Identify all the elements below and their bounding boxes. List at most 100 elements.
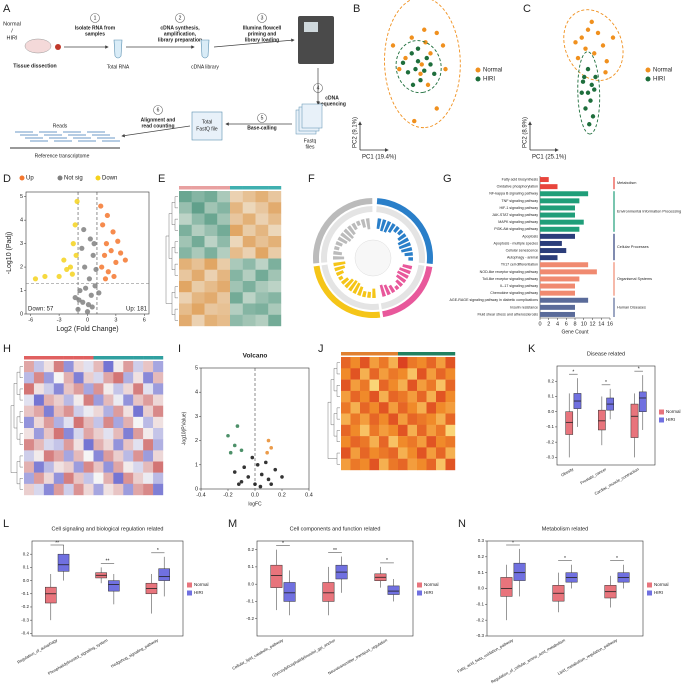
heatmap-cell bbox=[83, 472, 94, 485]
heatmap-cell bbox=[350, 357, 361, 369]
y-tick-label: -0.1 bbox=[246, 599, 254, 604]
heatmap-cell bbox=[350, 402, 361, 414]
heatmap-cell bbox=[83, 372, 94, 384]
ring-bar bbox=[361, 290, 367, 298]
category-label: Toll-like receptor signaling pathway bbox=[482, 277, 538, 281]
x-tick-label: -0.4 bbox=[196, 492, 205, 498]
category-ring bbox=[382, 266, 433, 318]
heatmap-cell bbox=[133, 416, 144, 429]
category-label: JAK-STAT signaling pathway bbox=[492, 213, 538, 217]
heatmap-cell bbox=[436, 402, 446, 414]
heatmap-cell bbox=[123, 383, 134, 395]
point bbox=[443, 66, 448, 72]
y-tick-label: 0.3 bbox=[478, 538, 485, 543]
heatmap-cell bbox=[133, 372, 144, 384]
point bbox=[87, 236, 93, 242]
heatmap-cell bbox=[341, 402, 351, 414]
heatmap-cell bbox=[83, 461, 94, 473]
point bbox=[232, 443, 237, 448]
heatmap-cell bbox=[417, 379, 427, 392]
heatmap-cell bbox=[436, 458, 446, 471]
signif-label: * bbox=[638, 366, 640, 372]
heatmap-cell bbox=[204, 258, 218, 270]
heatmap-cell bbox=[63, 416, 74, 429]
gene-ring bbox=[376, 206, 425, 264]
heatmap-cell bbox=[369, 413, 380, 425]
ring-bar bbox=[402, 264, 413, 270]
category-ring bbox=[313, 198, 373, 264]
heatmap-cell bbox=[179, 191, 192, 203]
heatmap-cell bbox=[113, 483, 124, 496]
heatmap-cell bbox=[398, 458, 408, 471]
heatmap-cell bbox=[123, 439, 134, 451]
heatmap-cell bbox=[191, 224, 205, 237]
ring-bar bbox=[333, 245, 340, 251]
heatmap-cell bbox=[153, 405, 164, 418]
bar bbox=[540, 184, 558, 190]
heatmap-cell bbox=[133, 428, 144, 440]
point bbox=[85, 302, 92, 308]
heatmap-cell bbox=[93, 405, 104, 418]
y-axis-label: PC2 (9.1%) bbox=[353, 117, 359, 148]
heatmap-cell bbox=[103, 439, 114, 451]
bar bbox=[540, 255, 558, 261]
y-tick-label: 1 bbox=[195, 462, 198, 468]
chart-title: Metabolism related bbox=[542, 526, 588, 532]
heatmap-cell bbox=[133, 439, 144, 451]
legend-label: Normal bbox=[653, 68, 672, 74]
ring-bar bbox=[408, 257, 413, 261]
ring-bar bbox=[399, 267, 411, 275]
y-tick-label: 5 bbox=[20, 194, 23, 200]
point bbox=[266, 438, 271, 443]
heatmap-cell bbox=[73, 428, 84, 440]
ring-bar bbox=[340, 232, 352, 242]
point bbox=[70, 241, 76, 247]
heatmap-cell bbox=[191, 258, 205, 270]
group-annotation bbox=[255, 186, 269, 190]
legend-label: Normal bbox=[424, 582, 439, 587]
heatmap-cell bbox=[398, 402, 408, 414]
heatmap-cell bbox=[388, 402, 399, 414]
ring-bar bbox=[352, 282, 361, 295]
heatmap-cell bbox=[217, 213, 231, 225]
group-annotation bbox=[417, 352, 427, 356]
heatmap-cell bbox=[93, 372, 104, 384]
heatmap-cell bbox=[255, 269, 269, 282]
group-annotation bbox=[230, 186, 243, 190]
point bbox=[100, 222, 106, 228]
heatmap-cell bbox=[133, 450, 144, 462]
dendrogram bbox=[10, 405, 17, 473]
step-text: priming and bbox=[248, 31, 277, 37]
point bbox=[246, 475, 251, 479]
heatmap-cell bbox=[73, 461, 84, 473]
heatmap-cell bbox=[268, 247, 282, 259]
heatmap-cell bbox=[350, 413, 361, 425]
heatmap-cell bbox=[426, 413, 437, 425]
heatmap-cell bbox=[388, 447, 399, 459]
heatmap-cell bbox=[379, 447, 389, 459]
heatmap-cell bbox=[143, 416, 154, 429]
bar bbox=[540, 191, 589, 197]
point bbox=[434, 30, 439, 36]
heatmap-cell bbox=[123, 461, 134, 473]
step-text: sequencing bbox=[318, 101, 346, 107]
heatmap-cell bbox=[426, 447, 437, 459]
point bbox=[280, 475, 284, 479]
heatmap-cell bbox=[143, 472, 154, 485]
x-tick-label: 14 bbox=[598, 321, 604, 327]
heatmap-cell bbox=[417, 424, 427, 437]
point bbox=[405, 70, 411, 75]
heatmap-cell bbox=[179, 314, 192, 327]
x-tick-label: 8 bbox=[573, 321, 576, 327]
step-text: library loading bbox=[245, 37, 279, 43]
panel-label: L bbox=[3, 518, 9, 530]
heatmap-cell bbox=[398, 379, 408, 392]
group-annotation bbox=[341, 352, 351, 356]
point bbox=[250, 455, 255, 460]
x-axis-label: Gene Count bbox=[562, 329, 590, 335]
heatmap-cell bbox=[445, 458, 456, 471]
step-text: read counting bbox=[141, 123, 174, 129]
heatmap-cell bbox=[113, 383, 124, 395]
heatmap-cell bbox=[255, 236, 269, 248]
heatmap-cell bbox=[341, 368, 351, 380]
